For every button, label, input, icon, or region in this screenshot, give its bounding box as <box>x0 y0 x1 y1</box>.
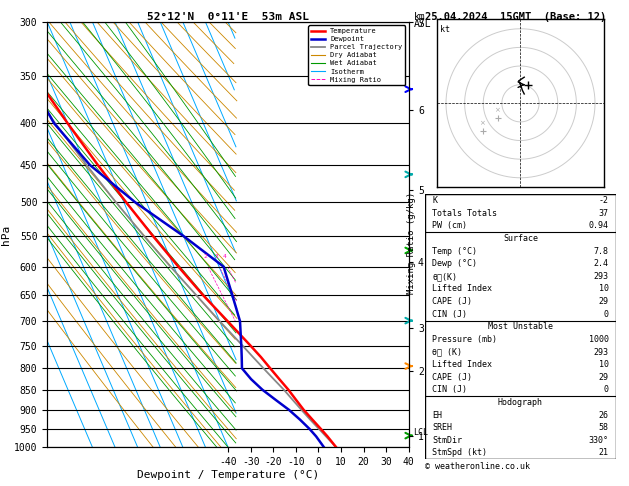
Text: 2: 2 <box>203 254 207 259</box>
Text: 26: 26 <box>599 411 609 419</box>
Text: Lifted Index: Lifted Index <box>432 284 493 294</box>
Text: 29: 29 <box>599 373 609 382</box>
Text: 3: 3 <box>214 254 218 259</box>
Text: Dewp (°C): Dewp (°C) <box>432 259 477 268</box>
Text: Pressure (mb): Pressure (mb) <box>432 335 498 344</box>
Text: StmDir: StmDir <box>432 436 462 445</box>
Text: Lifted Index: Lifted Index <box>432 360 493 369</box>
Text: 21: 21 <box>599 449 609 457</box>
Text: Surface: Surface <box>503 234 538 243</box>
Text: 7.8: 7.8 <box>594 247 609 256</box>
Text: CAPE (J): CAPE (J) <box>432 373 472 382</box>
Text: 1000: 1000 <box>589 335 609 344</box>
Text: θᴇ(K): θᴇ(K) <box>432 272 457 281</box>
Text: 10: 10 <box>599 284 609 294</box>
Text: 330°: 330° <box>589 436 609 445</box>
Text: 25.04.2024  15GMT  (Base: 12): 25.04.2024 15GMT (Base: 12) <box>425 12 606 22</box>
Text: 0: 0 <box>604 385 609 395</box>
Text: StmSpd (kt): StmSpd (kt) <box>432 449 487 457</box>
Text: EH: EH <box>432 411 442 419</box>
Text: 58: 58 <box>599 423 609 432</box>
Text: Temp (°C): Temp (°C) <box>432 247 477 256</box>
Text: © weatheronline.co.uk: © weatheronline.co.uk <box>425 462 530 471</box>
Text: SREH: SREH <box>432 423 452 432</box>
Text: 0.94: 0.94 <box>589 222 609 230</box>
Text: 10: 10 <box>599 360 609 369</box>
Text: Mixing Ratio (g/kg): Mixing Ratio (g/kg) <box>408 192 416 294</box>
Text: PW (cm): PW (cm) <box>432 222 467 230</box>
Text: CIN (J): CIN (J) <box>432 310 467 319</box>
Text: ×: × <box>494 107 500 114</box>
Text: LCL: LCL <box>413 428 428 437</box>
Text: 293: 293 <box>594 347 609 357</box>
Text: 4: 4 <box>223 254 226 259</box>
Text: -2: -2 <box>599 196 609 205</box>
Text: km: km <box>414 12 426 22</box>
Text: Totals Totals: Totals Totals <box>432 209 498 218</box>
Text: K: K <box>432 196 437 205</box>
Text: Hodograph: Hodograph <box>498 398 543 407</box>
Text: 293: 293 <box>594 272 609 281</box>
Text: ×: × <box>479 121 486 127</box>
Text: Most Unstable: Most Unstable <box>488 322 553 331</box>
X-axis label: Dewpoint / Temperature (°C): Dewpoint / Temperature (°C) <box>137 469 319 480</box>
Text: ASL: ASL <box>414 19 431 30</box>
Text: 29: 29 <box>599 297 609 306</box>
Text: CIN (J): CIN (J) <box>432 385 467 395</box>
Text: θᴇ (K): θᴇ (K) <box>432 347 462 357</box>
Text: 0: 0 <box>604 310 609 319</box>
Text: 2.4: 2.4 <box>594 259 609 268</box>
Legend: Temperature, Dewpoint, Parcel Trajectory, Dry Adiabat, Wet Adiabat, Isotherm, Mi: Temperature, Dewpoint, Parcel Trajectory… <box>308 25 405 86</box>
Text: kt: kt <box>440 25 450 35</box>
Text: 52°12'N  0°11'E  53m ASL: 52°12'N 0°11'E 53m ASL <box>147 12 309 22</box>
Text: 37: 37 <box>599 209 609 218</box>
Text: CAPE (J): CAPE (J) <box>432 297 472 306</box>
Y-axis label: hPa: hPa <box>1 225 11 244</box>
